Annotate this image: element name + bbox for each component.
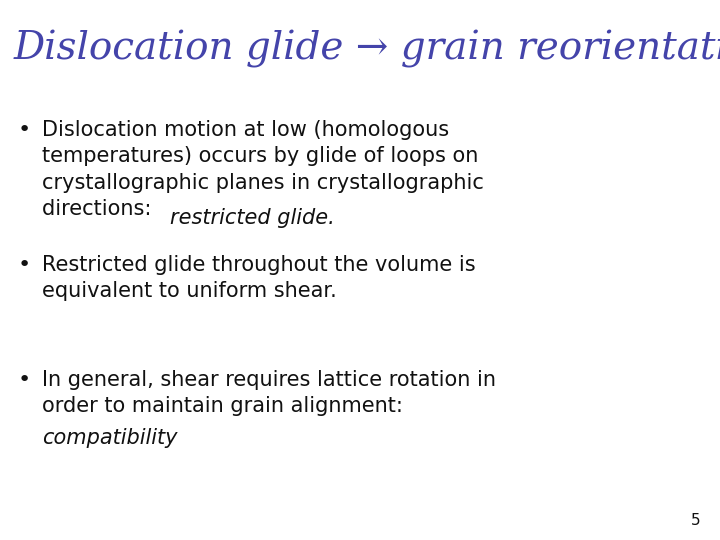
Text: •: • bbox=[18, 120, 31, 140]
Text: Dislocation glide → grain reorientation: Dislocation glide → grain reorientation bbox=[14, 30, 720, 68]
Text: restricted glide.: restricted glide. bbox=[170, 207, 334, 227]
Text: Restricted glide throughout the volume is
equivalent to uniform shear.: Restricted glide throughout the volume i… bbox=[42, 255, 476, 301]
Text: •: • bbox=[18, 255, 31, 275]
Text: Dislocation motion at low (homologous
temperatures) occurs by glide of loops on
: Dislocation motion at low (homologous te… bbox=[42, 120, 484, 219]
Text: compatibility: compatibility bbox=[42, 428, 178, 448]
Text: 5: 5 bbox=[690, 513, 700, 528]
Text: •: • bbox=[18, 370, 31, 390]
Text: In general, shear requires lattice rotation in
order to maintain grain alignment: In general, shear requires lattice rotat… bbox=[42, 370, 496, 416]
